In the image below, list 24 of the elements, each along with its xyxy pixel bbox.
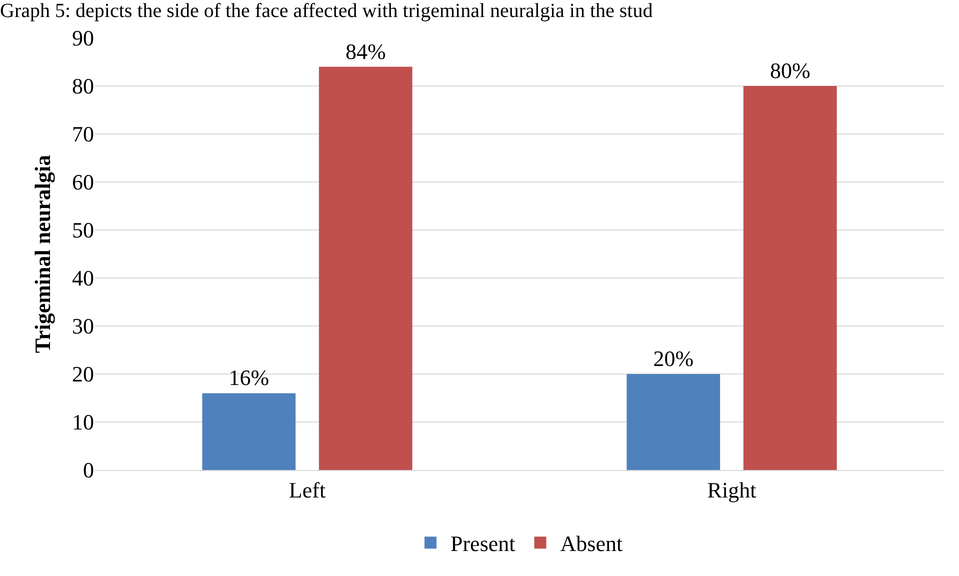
data-label: 20% (653, 346, 694, 371)
y-tick-label: 60 (72, 170, 94, 195)
y-tick-label: 10 (72, 410, 94, 435)
x-tick-label: Left (288, 477, 326, 502)
legend-label: Absent (560, 531, 623, 556)
bar (743, 86, 837, 470)
bar (626, 374, 720, 470)
y-tick-label: 20 (72, 362, 94, 387)
data-label: 16% (228, 365, 270, 390)
chart-title: Graph 5: depicts the side of the face affected with trigeminal neuralgia in the stud (0, 0, 653, 22)
y-tick-label: 40 (72, 266, 94, 291)
bar (202, 393, 296, 470)
y-tick-label: 50 (72, 218, 94, 243)
legend-label: Present (450, 531, 516, 556)
y-tick-label: 80 (72, 74, 94, 99)
bar (318, 66, 412, 470)
y-axis-title: Trigeminal neuralgia (30, 154, 55, 354)
x-tick-label: Right (707, 477, 756, 502)
data-label: 84% (345, 38, 386, 64)
y-tick-label: 90 (72, 26, 94, 51)
data-label: 80% (770, 58, 810, 83)
y-tick-label: 30 (72, 314, 94, 339)
y-tick-label: 0 (83, 458, 94, 483)
y-tick-label: 70 (72, 122, 94, 147)
